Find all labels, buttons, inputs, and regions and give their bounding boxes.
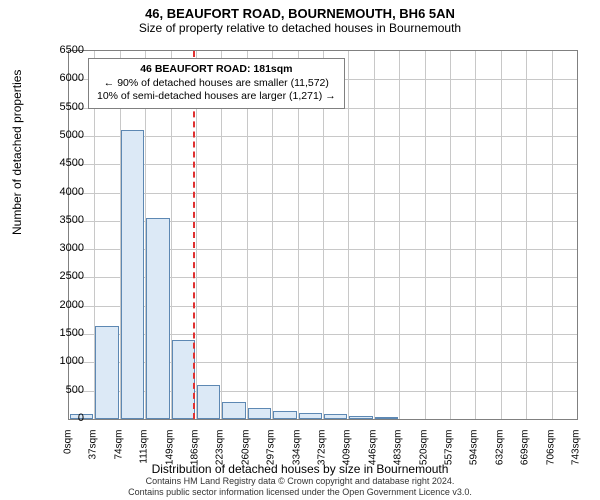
histogram-bar (324, 414, 347, 419)
grid-v (348, 51, 349, 419)
histogram-bar (375, 417, 398, 419)
y-tick-label: 5000 (34, 129, 84, 141)
x-tick-label: 594sqm (469, 430, 480, 480)
x-tick-label: 0sqm (63, 430, 74, 480)
y-axis-label: Number of detached properties (10, 70, 24, 235)
histogram-bar (222, 402, 245, 419)
x-tick-label: 706sqm (545, 430, 556, 480)
x-tick-label: 669sqm (520, 430, 531, 480)
grid-v (475, 51, 476, 419)
x-tick-label: 149sqm (164, 430, 175, 480)
grid-v (552, 51, 553, 419)
grid-v (399, 51, 400, 419)
info-box-line: 10% of semi-detached houses are larger (… (97, 90, 336, 104)
grid-v (526, 51, 527, 419)
x-tick-label: 409sqm (342, 430, 353, 480)
x-tick-label: 111sqm (139, 430, 150, 480)
x-tick-label: 483sqm (393, 430, 404, 480)
y-tick-label: 4000 (34, 186, 84, 198)
histogram-bar (121, 130, 144, 419)
y-tick-label: 500 (34, 384, 84, 396)
grid-v (374, 51, 375, 419)
grid-v (450, 51, 451, 419)
y-tick-label: 5500 (34, 101, 84, 113)
histogram-bar (248, 408, 271, 419)
histogram-bar (197, 385, 220, 419)
footer-line-2: Contains public sector information licen… (0, 487, 600, 498)
x-tick-label: 520sqm (418, 430, 429, 480)
chart-title-sub: Size of property relative to detached ho… (0, 21, 600, 35)
info-box-line: 46 BEAUFORT ROAD: 181sqm (97, 63, 336, 77)
histogram-bar (172, 340, 195, 419)
y-tick-label: 1500 (34, 327, 84, 339)
chart-title-main: 46, BEAUFORT ROAD, BOURNEMOUTH, BH6 5AN (0, 6, 600, 21)
x-tick-label: 372sqm (317, 430, 328, 480)
x-tick-label: 557sqm (444, 430, 455, 480)
y-tick-label: 6500 (34, 44, 84, 56)
x-tick-label: 260sqm (240, 430, 251, 480)
histogram-bar (349, 416, 372, 419)
y-tick-label: 6000 (34, 72, 84, 84)
histogram-bar (273, 411, 296, 419)
grid-v (501, 51, 502, 419)
histogram-bar (299, 413, 322, 419)
x-tick-label: 223sqm (215, 430, 226, 480)
info-box-line: ← 90% of detached houses are smaller (11… (97, 77, 336, 91)
x-tick-label: 186sqm (190, 430, 201, 480)
y-tick-label: 2500 (34, 270, 84, 282)
grid-v (425, 51, 426, 419)
y-tick-label: 2000 (34, 299, 84, 311)
info-box: 46 BEAUFORT ROAD: 181sqm← 90% of detache… (88, 58, 345, 109)
x-tick-label: 446sqm (367, 430, 378, 480)
x-tick-label: 743sqm (571, 430, 582, 480)
footer-attribution: Contains HM Land Registry data © Crown c… (0, 476, 600, 498)
y-tick-label: 1000 (34, 355, 84, 367)
y-tick-label: 0 (34, 412, 84, 424)
y-tick-label: 4500 (34, 157, 84, 169)
x-tick-label: 74sqm (113, 430, 124, 480)
histogram-bar (146, 218, 169, 419)
x-tick-label: 297sqm (266, 430, 277, 480)
x-tick-label: 632sqm (494, 430, 505, 480)
histogram-bar (95, 326, 118, 419)
y-tick-label: 3500 (34, 214, 84, 226)
x-tick-label: 37sqm (88, 430, 99, 480)
x-tick-label: 334sqm (291, 430, 302, 480)
y-tick-label: 3000 (34, 242, 84, 254)
